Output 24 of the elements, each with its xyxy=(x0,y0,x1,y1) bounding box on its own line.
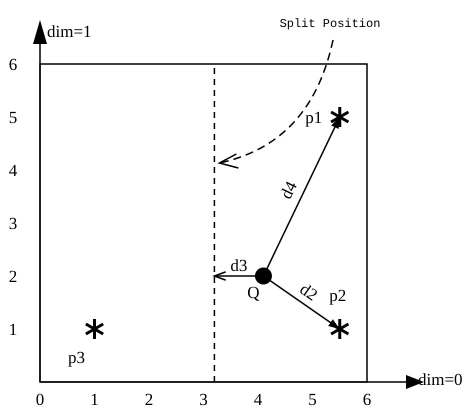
annotation: d2 xyxy=(296,279,322,305)
x-tick-label: 4 xyxy=(254,390,263,409)
annotation: p3 xyxy=(68,348,85,367)
annotation: Q xyxy=(247,283,260,302)
annotation: d3 xyxy=(230,256,248,275)
x-tick-label: 1 xyxy=(90,390,99,409)
y-tick-label: 1 xyxy=(8,320,18,339)
y-tick-label: 5 xyxy=(8,108,18,127)
x-tick-label: 0 xyxy=(36,390,44,409)
x-axis-title: dim=0 xyxy=(418,370,463,389)
annotation: p1 xyxy=(305,108,322,127)
x-tick-label: 2 xyxy=(144,390,154,409)
x-tick-label: 3 xyxy=(199,390,208,409)
x-tick-label: 6 xyxy=(362,390,372,409)
y-tick-label: 3 xyxy=(8,214,18,233)
x-tick-label: 5 xyxy=(308,390,317,409)
point xyxy=(254,268,272,284)
y-tick-label: 6 xyxy=(8,55,18,74)
ref-line-label: Split Position xyxy=(280,17,380,31)
y-axis-title: dim=1 xyxy=(47,22,92,41)
annotation: p2 xyxy=(329,286,346,305)
annotation: d4 xyxy=(276,178,302,202)
y-tick-label: 4 xyxy=(8,161,18,180)
y-tick-label: 2 xyxy=(8,267,18,286)
